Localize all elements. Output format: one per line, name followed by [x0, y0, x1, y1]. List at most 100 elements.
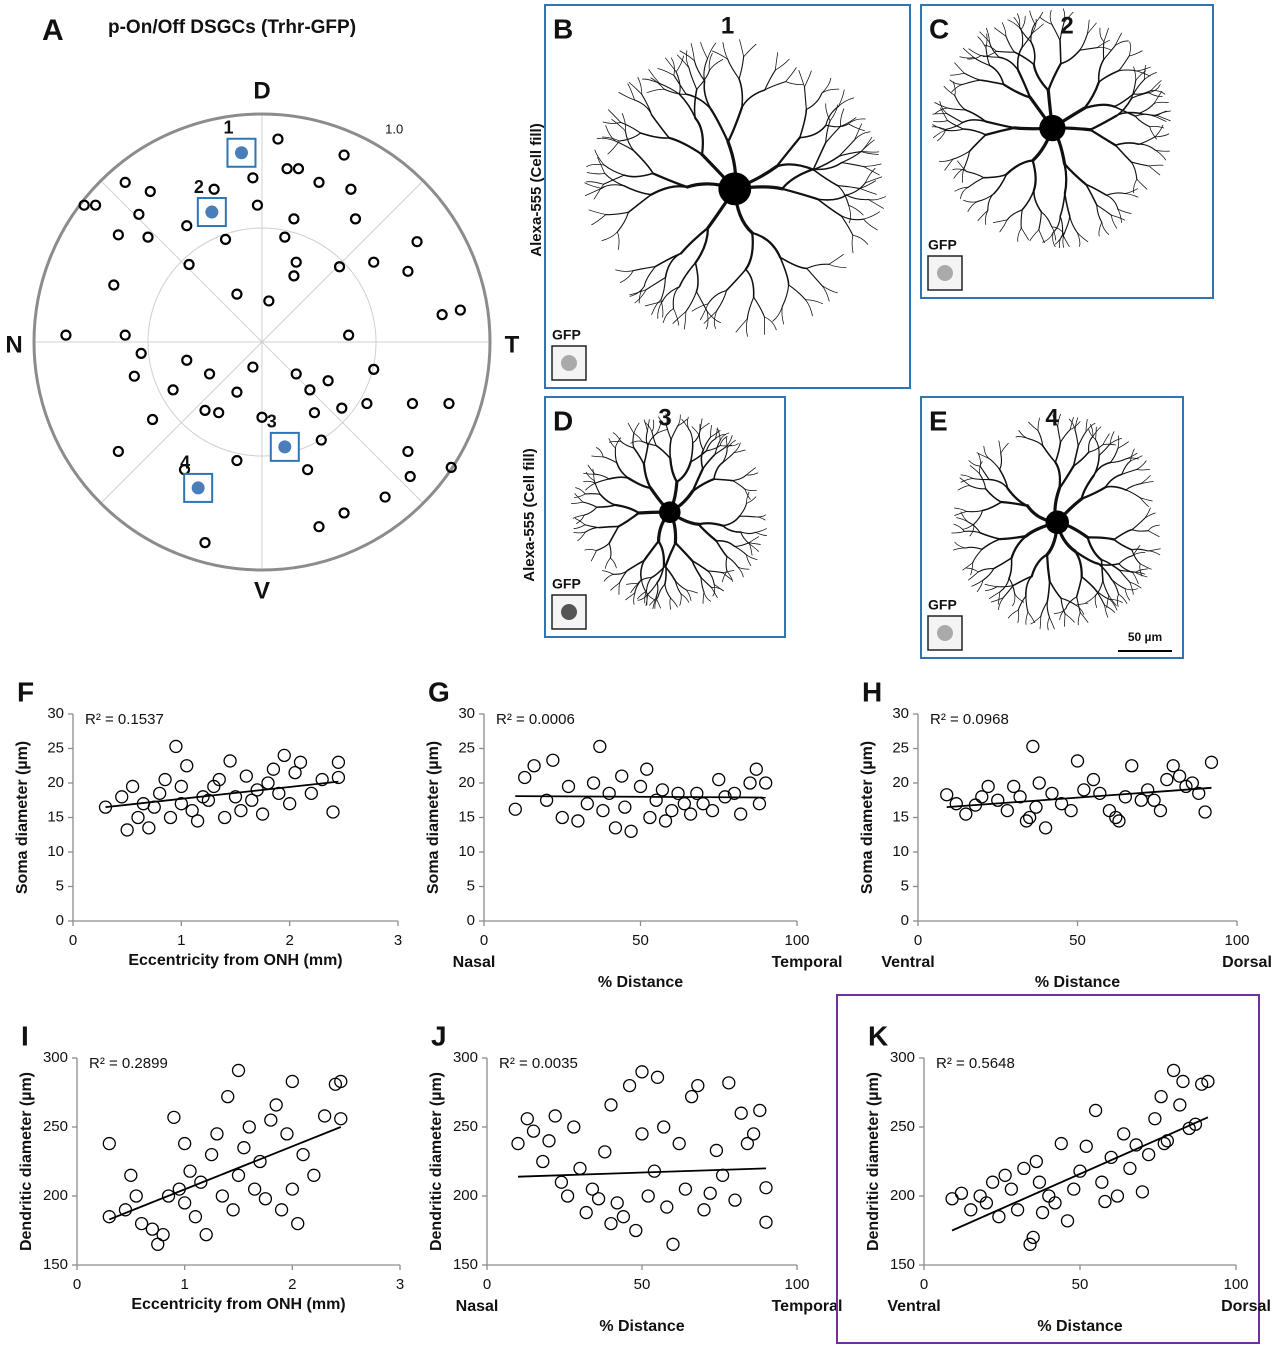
data-point — [573, 1161, 587, 1176]
dendrite — [700, 576, 713, 589]
dendrite — [637, 593, 649, 601]
dendrite — [939, 101, 948, 115]
dendrite — [700, 303, 709, 321]
data-point — [608, 821, 623, 835]
dendrite — [954, 186, 969, 192]
dendrite — [607, 140, 620, 155]
dendrite — [650, 185, 689, 196]
data-point — [629, 1223, 643, 1238]
cell-point — [256, 411, 268, 423]
dendrite — [988, 591, 1001, 599]
data-point — [579, 1205, 593, 1220]
dendrite — [804, 70, 812, 88]
dendrite — [639, 559, 645, 581]
dendrite — [973, 509, 984, 525]
x-tick-label: 1 — [177, 932, 185, 949]
data-point — [752, 797, 767, 811]
dendrite — [860, 139, 875, 152]
cell-point — [338, 507, 350, 519]
data-point — [635, 1127, 649, 1141]
dendrite — [959, 186, 969, 200]
dendrite — [803, 86, 807, 111]
x-tick-label: 2 — [288, 1276, 296, 1293]
x-end-label: Dorsal — [1222, 954, 1272, 971]
dendrite — [603, 573, 614, 582]
data-point — [1095, 1175, 1109, 1189]
data-point — [1064, 803, 1078, 818]
cell-point — [247, 361, 259, 373]
panel-letter: G — [428, 676, 450, 707]
dendrite — [1095, 439, 1100, 456]
dendrite — [577, 531, 586, 542]
data-point — [178, 1196, 192, 1210]
dendrite — [962, 79, 982, 85]
dendrite — [951, 83, 964, 93]
dendrite — [1118, 555, 1134, 565]
dendrite — [1114, 144, 1133, 163]
panel-frame — [836, 994, 1260, 1344]
data-point — [560, 1189, 575, 1203]
cell-point — [208, 183, 220, 195]
dendrite — [1013, 51, 1035, 66]
dendrite — [816, 194, 848, 201]
dendrite — [1150, 90, 1166, 95]
soma — [659, 501, 681, 523]
data-point — [326, 805, 340, 819]
dendrite — [714, 439, 721, 455]
cell-point — [108, 279, 120, 291]
dendrite — [1017, 227, 1022, 242]
highlight-point — [191, 481, 205, 495]
dendrite — [838, 139, 856, 157]
dendrite — [848, 204, 851, 224]
dendrite — [694, 117, 705, 156]
dendrite — [691, 477, 716, 493]
data-point — [288, 766, 302, 780]
dendrite — [637, 77, 643, 95]
dendrite — [1125, 452, 1138, 460]
cell-point — [119, 329, 131, 341]
dendrite — [674, 579, 687, 591]
dendrite — [1114, 32, 1122, 46]
dendrite — [944, 158, 954, 171]
dendrite — [707, 42, 717, 59]
data-point — [746, 1127, 761, 1141]
dendrite — [938, 158, 954, 162]
dendrite — [1138, 102, 1155, 114]
data-point — [759, 776, 773, 790]
dendrite — [821, 77, 832, 94]
dendrite — [701, 453, 716, 470]
inset-label: GFP — [552, 576, 581, 592]
cell-point — [361, 397, 373, 410]
data-point — [285, 1182, 299, 1196]
dendrite — [825, 120, 831, 144]
dendrite — [825, 125, 842, 144]
cell-point — [308, 407, 321, 419]
data-point — [226, 1203, 240, 1217]
cell-point — [290, 368, 302, 380]
dendrite — [700, 42, 708, 59]
dendrite — [713, 478, 734, 482]
dendrite — [746, 491, 750, 504]
direction-label: V — [254, 577, 270, 604]
direction-label: T — [505, 331, 520, 358]
dendrite — [583, 472, 596, 475]
highlight-label: 1 — [223, 118, 233, 138]
dendrite — [825, 123, 849, 128]
panel-letter: E — [929, 405, 948, 436]
data-point — [1098, 1194, 1112, 1209]
data-point — [945, 1192, 959, 1206]
data-point — [215, 1189, 230, 1203]
dendrite — [1130, 455, 1143, 462]
dendrite — [954, 62, 965, 74]
cell-point — [78, 199, 90, 211]
dendrite — [947, 107, 967, 111]
cell-point — [336, 402, 348, 414]
dendrite — [984, 487, 1003, 503]
dendrite — [626, 476, 652, 489]
dendrite — [1049, 9, 1053, 25]
r-squared: R² = 0.1537 — [85, 711, 164, 728]
data-point — [199, 1227, 213, 1242]
cell-point — [251, 199, 264, 211]
dendrite — [781, 284, 790, 308]
dendrite — [1052, 414, 1059, 427]
